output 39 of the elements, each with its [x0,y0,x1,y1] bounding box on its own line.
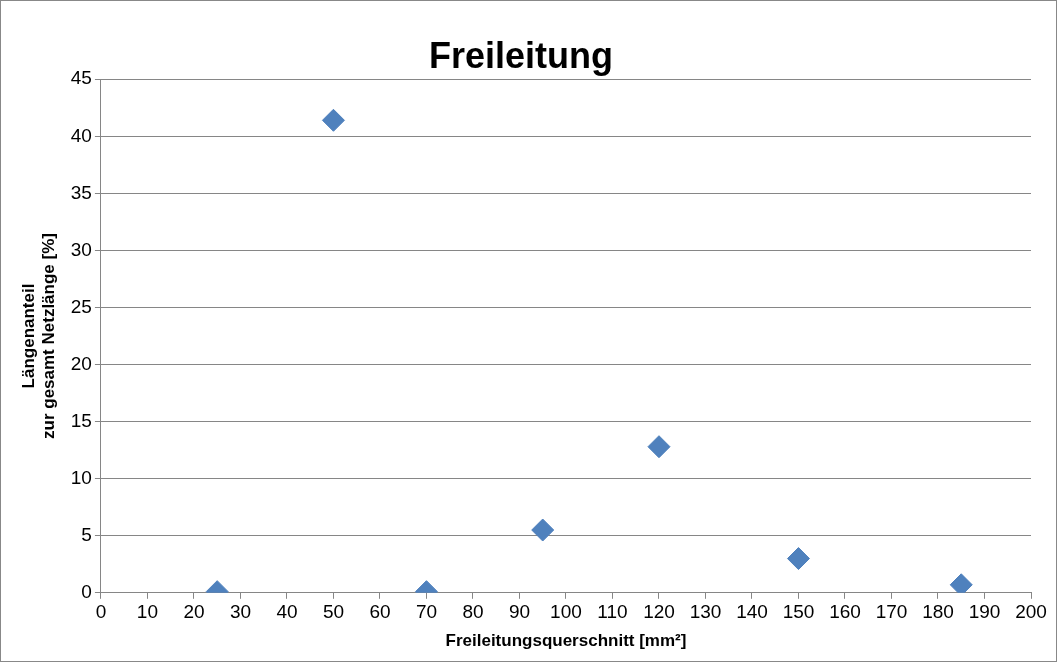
x-tick-label: 90 [508,601,531,623]
x-tick-label: 10 [136,601,159,623]
x-tick-label: 0 [95,601,107,623]
y-tick-label: 0 [81,581,92,603]
point [321,108,345,132]
x-tick-label: 60 [369,601,391,623]
x-tick-label: 110 [597,601,628,623]
y-tick-label: 45 [70,67,92,89]
point [531,518,555,542]
x-tick-label: 40 [276,601,298,623]
x-tick-label: 80 [462,601,484,623]
y-tick-label: 10 [70,466,92,488]
x-tick-label: 150 [782,601,815,623]
x-tick-label: 180 [922,601,954,623]
x-tick-label: 130 [689,601,722,623]
x-tick-label: 160 [829,601,861,623]
point [647,435,671,459]
x-tick-label: 100 [550,601,582,623]
x-tick-label: 170 [875,601,908,623]
x-tick-label: 140 [736,601,768,623]
y-tick-label: 20 [70,352,92,374]
y-tick-label: 15 [70,409,92,431]
x-tick-label: 200 [1015,601,1047,623]
x-tick-label: 50 [322,601,345,623]
x-tick-label: 120 [643,601,675,623]
y-tick-label: 30 [70,238,92,260]
y-tick-label: 35 [70,181,92,203]
y-tick-label: 40 [70,124,92,146]
x-axis-title: Freileitungsquerschnitt [mm²] [445,631,687,651]
point [786,547,810,571]
x-tick-label: 70 [415,601,438,623]
x-tick-label: 30 [229,601,252,623]
y-tick-label: 25 [70,295,92,317]
y-tick-label: 5 [81,523,92,545]
y-axis-title: Längenanteil zur gesamt Netzlänge [%] [18,233,59,439]
chart-title: Freileitung [428,34,614,76]
point [949,573,973,593]
x-tick-label: 20 [183,601,205,623]
x-tick-label: 190 [968,601,1001,623]
